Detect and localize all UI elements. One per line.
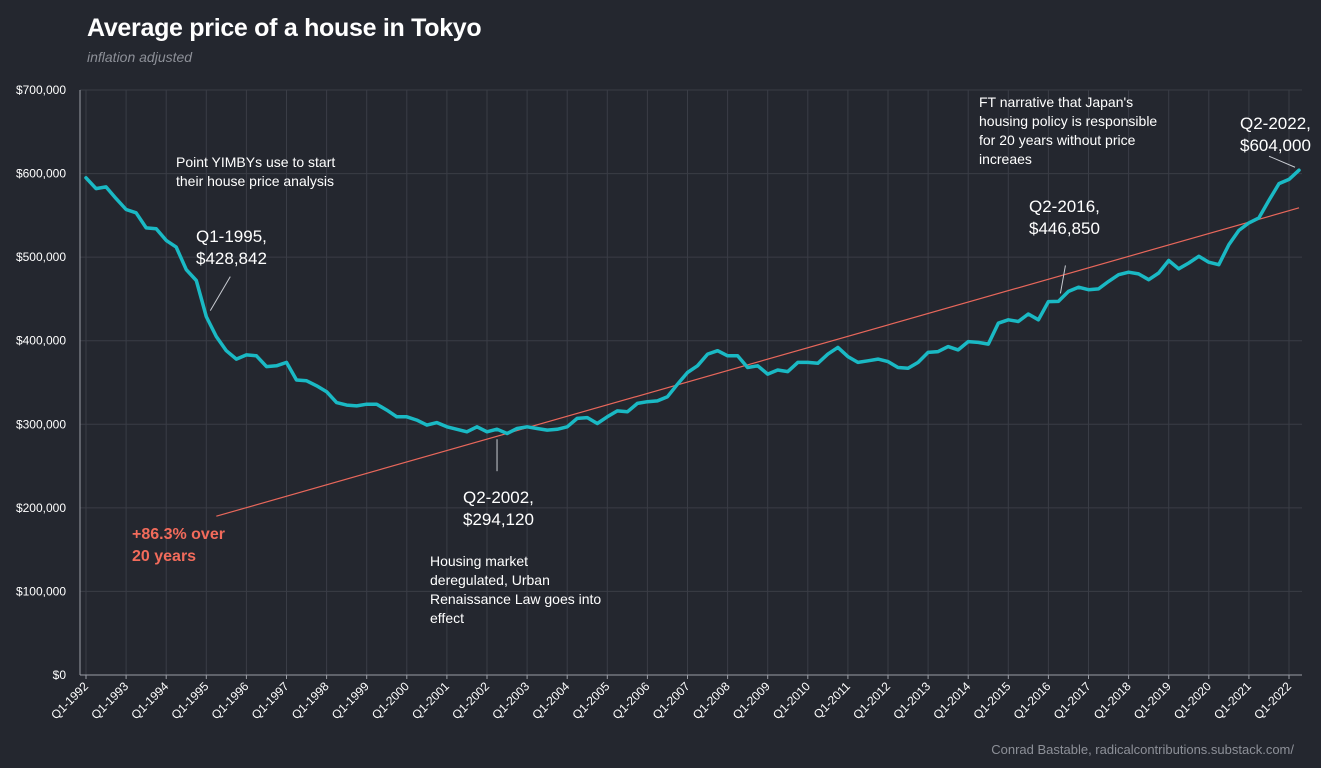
grid-lines: [80, 89, 1302, 675]
y-axis: $0 $100,000 $200,000 $300,000 $400,000 $500,0…: [16, 83, 81, 682]
y-tick-label: $700,000: [16, 83, 66, 97]
x-axis: Q1-1992Q1-1993Q1-1994Q1-1995Q1-1996Q1-19…: [48, 674, 1302, 722]
chart-subtitle: inflation adjusted: [87, 49, 193, 65]
chart-title: Average price of a house in Tokyo: [87, 14, 482, 42]
trendline-path: [216, 207, 1300, 517]
x-tick-label: Q1-2011: [811, 679, 854, 722]
annotation-leaders: [209, 155, 1296, 472]
credit: Conrad Bastable, radicalcontributions.su…: [991, 742, 1294, 757]
x-tick-label: Q1-2009: [730, 679, 773, 722]
x-tick-label: Q1-1993: [88, 679, 131, 722]
yimby-note: Point YIMBYs use to start their house pr…: [176, 154, 336, 189]
y-tick-label: $400,000: [16, 334, 66, 348]
trendline: [216, 207, 1300, 517]
x-tick-label: Q1-2002: [449, 679, 492, 722]
x-tick-label: Q1-2004: [529, 679, 572, 722]
x-tick-label: Q1-2022: [1251, 679, 1294, 722]
x-tick-label: Q1-2015: [970, 679, 1013, 722]
label-q2-2022: Q2-2022, $604,000: [1240, 114, 1311, 155]
y-tick-label: $300,000: [16, 417, 66, 431]
x-tick-label: Q1-1999: [329, 679, 372, 722]
x-tick-label: Q1-2010: [770, 679, 813, 722]
y-tick-label: $200,000: [16, 501, 66, 515]
growth-label: +86.3% over 20 years: [132, 526, 225, 565]
x-tick-label: Q1-1994: [128, 679, 171, 722]
x-tick-label: Q1-2003: [489, 679, 532, 722]
leader-q2-2016: [1059, 265, 1066, 294]
leader-q2-2022: [1268, 155, 1296, 168]
y-tick-label: $500,000: [16, 250, 66, 264]
housing-note: Housing market deregulated, Urban Renais…: [430, 553, 602, 626]
leader-q1-1995: [209, 276, 231, 311]
x-tick-label: Q1-2018: [1091, 679, 1134, 722]
x-tick-label: Q1-2013: [890, 679, 933, 722]
x-tick-label: Q1-2000: [369, 679, 412, 722]
x-tick-label: Q1-2006: [610, 679, 653, 722]
x-tick-label: Q1-2008: [690, 679, 733, 722]
x-tick-label: Q1-2007: [650, 679, 693, 722]
x-tick-label: Q1-1995: [168, 679, 211, 722]
x-tick-label: Q1-2014: [930, 679, 973, 722]
x-tick-label: Q1-1998: [289, 679, 332, 722]
x-tick-label: Q1-2012: [850, 679, 893, 722]
label-q1-1995: Q1-1995, $428,842: [196, 227, 267, 268]
x-tick-label: Q1-2019: [1131, 679, 1174, 722]
ft-note: FT narrative that Japan's housing policy…: [979, 94, 1158, 167]
x-tick-label: Q1-1996: [209, 679, 252, 722]
x-tick-label: Q1-2020: [1171, 679, 1214, 722]
x-tick-label: Q1-1997: [249, 679, 292, 722]
y-tick-label: $600,000: [16, 167, 66, 181]
y-tick-label: $0: [53, 668, 67, 682]
y-tick-label: $100,000: [16, 584, 66, 598]
label-q2-2016: Q2-2016, $446,850: [1029, 197, 1100, 238]
x-tick-label: Q1-2021: [1211, 679, 1254, 722]
price-line: [84, 168, 1301, 436]
label-q2-2002: Q2-2002, $294,120: [463, 488, 534, 529]
x-tick-label: Q1-2016: [1011, 679, 1054, 722]
x-tick-label: Q1-2017: [1051, 679, 1094, 722]
x-tick-label: Q1-2005: [569, 679, 612, 722]
price-series: [84, 168, 1301, 436]
x-tick-label: Q1-1992: [48, 679, 91, 722]
x-tick-label: Q1-2001: [409, 679, 452, 722]
